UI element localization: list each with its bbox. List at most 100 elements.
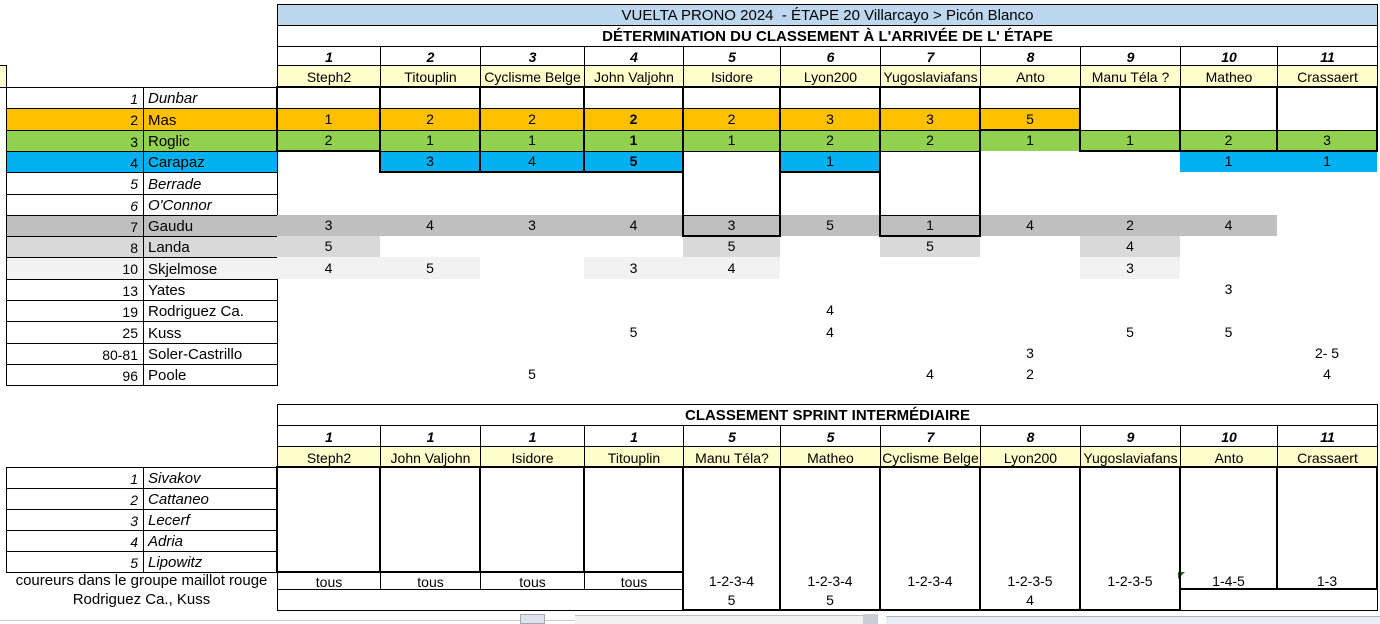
t1-cell[interactable]: 5: [1224, 324, 1233, 340]
t1-cell[interactable]: 5: [980, 108, 1080, 130]
t2-rank-header[interactable]: 8: [980, 425, 1081, 447]
t1-cell[interactable]: 1: [780, 151, 880, 172]
t2-rider-name[interactable]: Sivakov: [143, 467, 278, 489]
t1-rank-header[interactable]: 4: [584, 46, 684, 66]
t2-value-cell[interactable]: 1-4-5: [1212, 573, 1245, 589]
t1-row-number[interactable]: 1: [6, 87, 144, 109]
t1-cell[interactable]: 1: [1277, 151, 1377, 172]
t1-row-number[interactable]: 8: [6, 236, 144, 258]
t2-rider-number[interactable]: 4: [6, 530, 144, 552]
table1-subtitle[interactable]: DÉTERMINATION DU CLASSEMENT À L'ARRIVÉE …: [277, 25, 1378, 47]
t2-player-header[interactable]: Isidore: [480, 446, 585, 468]
t1-cell[interactable]: 1: [1180, 151, 1277, 172]
t2-player-header[interactable]: Manu Téla?: [683, 446, 781, 468]
t1-cell[interactable]: 3: [1080, 257, 1180, 279]
t1-player-header[interactable]: Anto: [980, 65, 1081, 88]
t2-player-header[interactable]: Lyon200: [980, 446, 1081, 468]
t1-player-header[interactable]: Cyclisme Belge: [480, 65, 585, 88]
t1-player-header[interactable]: Manu Téla ?: [1080, 65, 1181, 88]
t1-cell[interactable]: 1: [380, 130, 480, 151]
t1-rank-header[interactable]: 3: [480, 46, 585, 66]
t2-rider-number[interactable]: 1: [6, 467, 144, 489]
t1-rank-header[interactable]: 9: [1080, 46, 1181, 66]
t1-rider-name[interactable]: Gaudu: [143, 215, 278, 237]
t2-value-cell[interactable]: tous: [277, 572, 381, 590]
t1-cell[interactable]: 1: [880, 215, 980, 236]
t1-cell[interactable]: 1: [980, 130, 1080, 151]
t1-player-header[interactable]: Crassaert: [1277, 65, 1378, 88]
t1-player-header[interactable]: Matheo: [1180, 65, 1278, 88]
t1-row-number[interactable]: 6: [6, 194, 144, 216]
t1-cell[interactable]: 5: [780, 215, 880, 236]
t1-cell[interactable]: 3: [480, 215, 584, 236]
t1-cell[interactable]: 5: [380, 257, 480, 279]
t1-cell[interactable]: 2: [683, 108, 780, 130]
t2-rider-number[interactable]: 2: [6, 488, 144, 510]
t1-player-header[interactable]: Titouplin: [380, 65, 481, 88]
t1-cell[interactable]: 5: [683, 236, 780, 257]
t1-row-number[interactable]: 2: [6, 108, 144, 131]
table2-title[interactable]: CLASSEMENT SPRINT INTERMÉDIAIRE: [277, 404, 1378, 426]
t1-cell[interactable]: 4: [1323, 366, 1331, 382]
t1-rider-name[interactable]: O'Connor: [143, 194, 278, 216]
t1-cell[interactable]: 4: [683, 257, 780, 279]
t1-rider-name[interactable]: Rodriguez Ca.: [143, 300, 278, 322]
t1-rider-name[interactable]: Landa: [143, 236, 278, 258]
t1-row-number[interactable]: 4: [6, 151, 144, 173]
t1-row-number[interactable]: 10: [6, 257, 144, 280]
t1-player-header[interactable]: Isidore: [683, 65, 781, 88]
t1-row-number[interactable]: 7: [6, 215, 144, 237]
t1-cell[interactable]: 5: [629, 324, 638, 340]
t2-value-cell[interactable]: 1-2-3-5: [1107, 573, 1153, 589]
t1-cell[interactable]: 2- 5: [1314, 345, 1340, 361]
t2-value-cell[interactable]: 5: [727, 592, 736, 608]
t1-cell[interactable]: 4: [926, 366, 934, 382]
t2-player-header[interactable]: Titouplin: [584, 446, 684, 468]
t2-value-cell[interactable]: 1-3: [1316, 573, 1338, 589]
t1-cell[interactable]: 2: [880, 130, 980, 151]
t1-rider-name[interactable]: Dunbar: [143, 87, 278, 109]
t2-rank-header[interactable]: 11: [1277, 425, 1378, 447]
t1-cell[interactable]: 2: [380, 108, 480, 130]
t1-cell[interactable]: 4: [826, 324, 834, 340]
t1-player-header[interactable]: John Valjohn: [584, 65, 684, 88]
t2-rank-header[interactable]: 9: [1080, 425, 1181, 447]
t1-cell[interactable]: 5: [880, 236, 980, 257]
t1-cell[interactable]: 2: [1180, 130, 1277, 151]
t2-rank-header[interactable]: 1: [380, 425, 481, 447]
t1-cell[interactable]: 3: [780, 108, 880, 130]
t1-row-number[interactable]: 3: [6, 130, 144, 152]
table1-title[interactable]: VUELTA PRONO 2024 - ÉTAPE 20 Villarcayo …: [277, 4, 1378, 26]
t1-cell[interactable]: 4: [826, 302, 834, 318]
t2-value-cell[interactable]: 1-2-3-5: [1007, 573, 1053, 589]
t2-rank-header[interactable]: 7: [880, 425, 981, 447]
t2-player-header[interactable]: Cyclisme Belge: [880, 446, 981, 468]
t1-cell[interactable]: 4: [980, 215, 1080, 236]
t1-cell[interactable]: 2: [780, 130, 880, 151]
t1-rider-name[interactable]: Skjelmose: [143, 257, 278, 280]
t1-cell[interactable]: 5: [528, 366, 536, 382]
t1-cell[interactable]: 2: [1026, 366, 1034, 382]
t1-row-number[interactable]: 25: [6, 321, 144, 344]
t2-rider-name[interactable]: Lipowitz: [143, 551, 278, 573]
t2-value-cell[interactable]: 1-2-3-4: [807, 573, 853, 589]
t1-cell[interactable]: 1: [683, 130, 780, 151]
t1-rank-header[interactable]: 5: [683, 46, 781, 66]
t2-rank-header[interactable]: 1: [480, 425, 585, 447]
t2-rank-header[interactable]: 5: [683, 425, 781, 447]
t2-value-cell[interactable]: 1-2-3-4: [708, 573, 755, 589]
t2-rider-name[interactable]: Adria: [143, 530, 278, 552]
t1-rider-name[interactable]: Berrade: [143, 172, 278, 195]
t1-rank-header[interactable]: 11: [1277, 46, 1378, 66]
t1-rider-name[interactable]: Mas: [143, 108, 278, 131]
t1-cell[interactable]: 3: [1224, 281, 1233, 297]
t1-cell[interactable]: 5: [277, 236, 380, 257]
t1-rider-name[interactable]: Poole: [143, 364, 278, 386]
t1-cell[interactable]: 4: [1080, 236, 1180, 257]
t1-rank-header[interactable]: 7: [880, 46, 981, 66]
t1-rank-header[interactable]: 1: [277, 46, 381, 66]
t1-cell[interactable]: 4: [1180, 215, 1277, 236]
t1-rider-name[interactable]: Carapaz: [143, 151, 278, 173]
t1-rider-name[interactable]: Yates: [143, 279, 278, 301]
t1-cell[interactable]: 3: [380, 151, 480, 172]
